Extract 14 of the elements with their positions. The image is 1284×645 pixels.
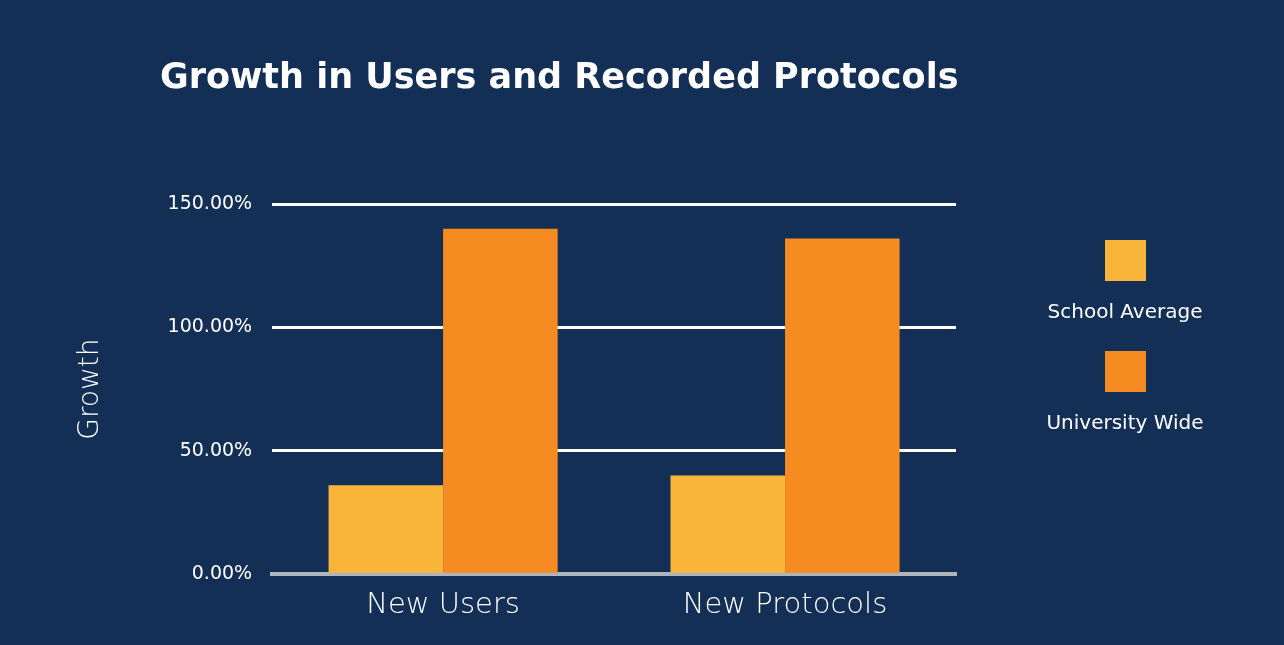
- bar: [328, 485, 444, 573]
- y-tick-label: 50.00%: [179, 437, 253, 460]
- chart-title: Growth in Users and Recorded Protocols: [160, 56, 959, 96]
- y-tick-label: 150.00%: [167, 190, 253, 213]
- y-tick-label: 100.00%: [167, 314, 253, 337]
- y-axis-title: Growth: [72, 338, 106, 440]
- bar: [443, 228, 558, 573]
- y-tick-label: 0.00%: [191, 561, 253, 584]
- bar: [670, 475, 786, 573]
- bar: [785, 238, 900, 573]
- legend-label: University Wide: [1046, 410, 1204, 434]
- x-tick-label: New Users: [366, 586, 520, 621]
- legend-label: School Average: [1047, 299, 1203, 323]
- x-tick-label: New Protocols: [682, 586, 888, 621]
